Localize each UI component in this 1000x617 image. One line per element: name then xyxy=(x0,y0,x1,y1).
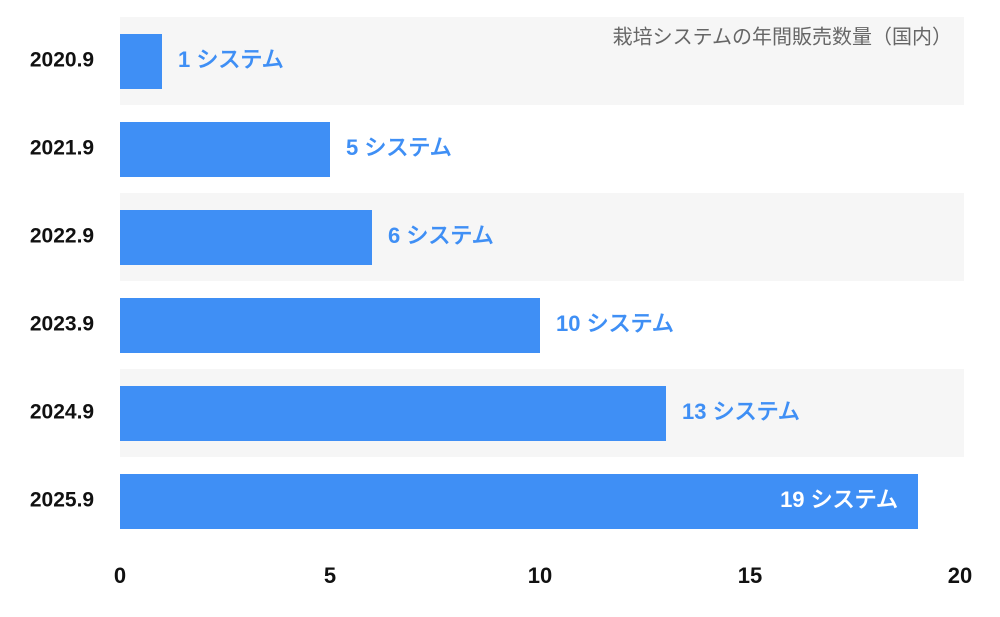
x-tick-label: 0 xyxy=(114,563,126,588)
value-label: 6 システム xyxy=(388,223,494,248)
y-tick-label: 2024.9 xyxy=(30,401,94,424)
value-label: 10 システム xyxy=(556,311,674,336)
value-label: 13 システム xyxy=(682,399,800,424)
value-label: 19 システム xyxy=(780,487,898,512)
y-tick-label: 2022.9 xyxy=(30,225,94,248)
bar xyxy=(120,34,162,89)
bar xyxy=(120,298,540,353)
y-tick-label: 2023.9 xyxy=(30,313,94,336)
value-label: 5 システム xyxy=(346,135,452,160)
y-tick-label: 2021.9 xyxy=(30,137,94,160)
bar xyxy=(120,386,666,441)
bar xyxy=(120,122,330,177)
bar xyxy=(120,210,372,265)
y-tick-label: 2020.9 xyxy=(30,49,94,72)
x-tick-label: 20 xyxy=(948,563,972,588)
x-tick-label: 10 xyxy=(528,563,552,588)
row-band xyxy=(120,17,964,105)
value-label: 1 システム xyxy=(178,47,284,72)
bar xyxy=(120,474,918,529)
x-tick-label: 5 xyxy=(324,563,336,588)
annotation: 栽培システムの年間販売数量（国内） xyxy=(613,25,952,48)
y-tick-label: 2025.9 xyxy=(30,489,94,512)
x-tick-label: 15 xyxy=(738,563,762,588)
